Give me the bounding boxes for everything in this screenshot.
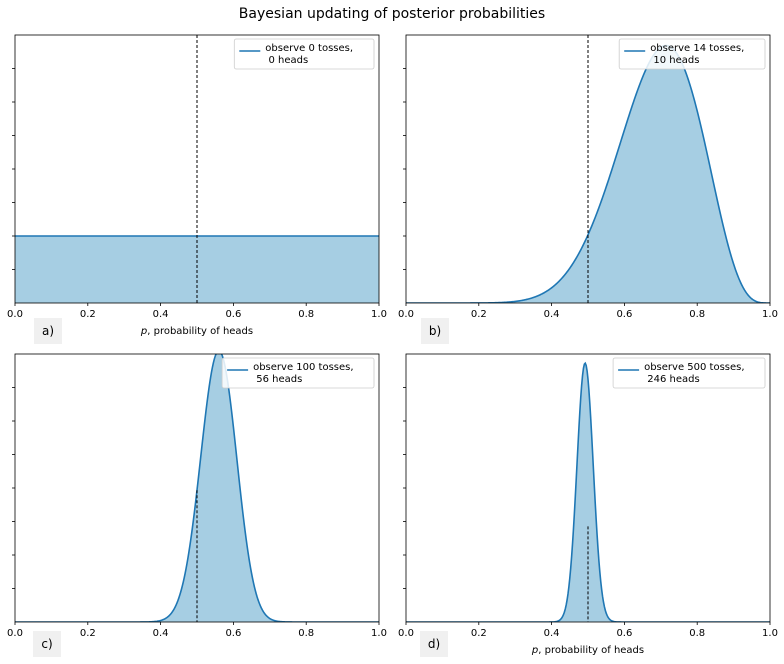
legend-line: observe 0 tosses, xyxy=(265,43,353,54)
x-tick-label: 0.4 xyxy=(544,628,560,639)
legend-line: 10 heads xyxy=(650,55,699,66)
posterior-line xyxy=(15,354,379,622)
x-tick-label: 0.8 xyxy=(298,309,314,320)
legend: observe 14 tosses, 10 heads xyxy=(618,38,766,70)
panel-label-box xyxy=(421,318,449,344)
posterior-fill xyxy=(15,236,379,303)
panel-label: c) xyxy=(41,637,52,651)
x-axis-label: p, probability of heads xyxy=(531,645,644,656)
x-tick-label: 0.4 xyxy=(153,628,169,639)
panel-d: 0.0 0.2 0.4 0.6 0.8 1.0 p, probability of head… xyxy=(398,353,778,657)
x-axis-label-text: , probability of heads xyxy=(538,645,644,656)
x-tick-label: 0.8 xyxy=(689,628,705,639)
panel-c: 0.0 0.2 0.4 0.6 0.8 1.0 observe 100 tosses, 56… xyxy=(7,353,387,657)
x-tick-label: 0.6 xyxy=(225,628,241,639)
posterior-fill xyxy=(406,45,770,303)
panel-label: a) xyxy=(42,324,54,338)
x-axis-label-text: , probability of heads xyxy=(147,326,253,337)
x-tick-label: 1.0 xyxy=(762,628,778,639)
legend-box xyxy=(612,357,766,389)
x-tick-label: 1.0 xyxy=(371,628,387,639)
legend-box xyxy=(618,38,766,70)
plot-area xyxy=(406,35,770,303)
legend: observe 0 tosses, 0 heads xyxy=(233,38,375,70)
x-tick-label: 0.2 xyxy=(80,309,96,320)
x-tick-label: 0.8 xyxy=(298,628,314,639)
x-tick-label: 0.2 xyxy=(471,309,487,320)
x-tick-label: 0.4 xyxy=(544,309,560,320)
posterior-fill xyxy=(406,363,770,622)
legend-line: 0 heads xyxy=(265,55,308,66)
legend-line: observe 100 tosses, xyxy=(253,362,353,373)
legend-label: observe 0 tosses, 0 heads xyxy=(265,43,353,66)
legend-label: observe 100 tosses, 56 heads xyxy=(253,362,353,385)
legend-line: observe 14 tosses, xyxy=(650,43,744,54)
panel-label: d) xyxy=(428,637,440,651)
legend-line: observe 500 tosses, xyxy=(644,362,744,373)
plot-area xyxy=(15,354,379,622)
panel-label: b) xyxy=(429,324,441,338)
legend-line: 246 heads xyxy=(644,374,700,385)
panel-a: 0.0 0.2 0.4 0.6 0.8 1.0 p, probability of head… xyxy=(7,34,387,344)
posterior-line xyxy=(406,361,770,622)
x-tick-label: 1.0 xyxy=(762,309,778,320)
x-tick-label: 0.2 xyxy=(80,628,96,639)
panel-label-box xyxy=(34,318,62,344)
x-tick-label: 0.0 xyxy=(398,309,414,320)
panel-label-box xyxy=(33,631,61,657)
panel-b: 0.0 0.2 0.4 0.6 0.8 1.0 observe 14 tosses, 10 … xyxy=(398,34,778,344)
legend-box xyxy=(221,357,375,389)
legend-box xyxy=(233,38,375,70)
x-tick-label: 1.0 xyxy=(371,309,387,320)
figure-title: Bayesian updating of posterior probabili… xyxy=(239,6,545,22)
x-tick-label: 0.6 xyxy=(225,309,241,320)
x-axis-label-var: p xyxy=(531,645,538,656)
posterior-fill xyxy=(15,354,379,622)
legend-label: observe 500 tosses, 246 heads xyxy=(644,362,744,385)
legend-line: 56 heads xyxy=(253,374,302,385)
x-tick-label: 0.0 xyxy=(398,628,414,639)
x-tick-label: 0.6 xyxy=(616,309,632,320)
x-tick-label: 0.2 xyxy=(471,628,487,639)
x-tick-label: 0.0 xyxy=(7,309,23,320)
x-tick-label: 0.6 xyxy=(616,628,632,639)
plot-area xyxy=(406,361,770,622)
plot-area xyxy=(15,35,379,303)
x-tick-label: 0.8 xyxy=(689,309,705,320)
legend: observe 100 tosses, 56 heads xyxy=(221,357,375,389)
panel-label-box xyxy=(420,631,448,657)
legend-label: observe 14 tosses, 10 heads xyxy=(650,43,744,66)
x-tick-label: 0.4 xyxy=(153,309,169,320)
x-axis-label: p, probability of heads xyxy=(140,326,253,337)
x-tick-label: 0.0 xyxy=(7,628,23,639)
x-axis-label-var: p xyxy=(140,326,147,337)
legend: observe 500 tosses, 246 heads xyxy=(612,357,766,389)
